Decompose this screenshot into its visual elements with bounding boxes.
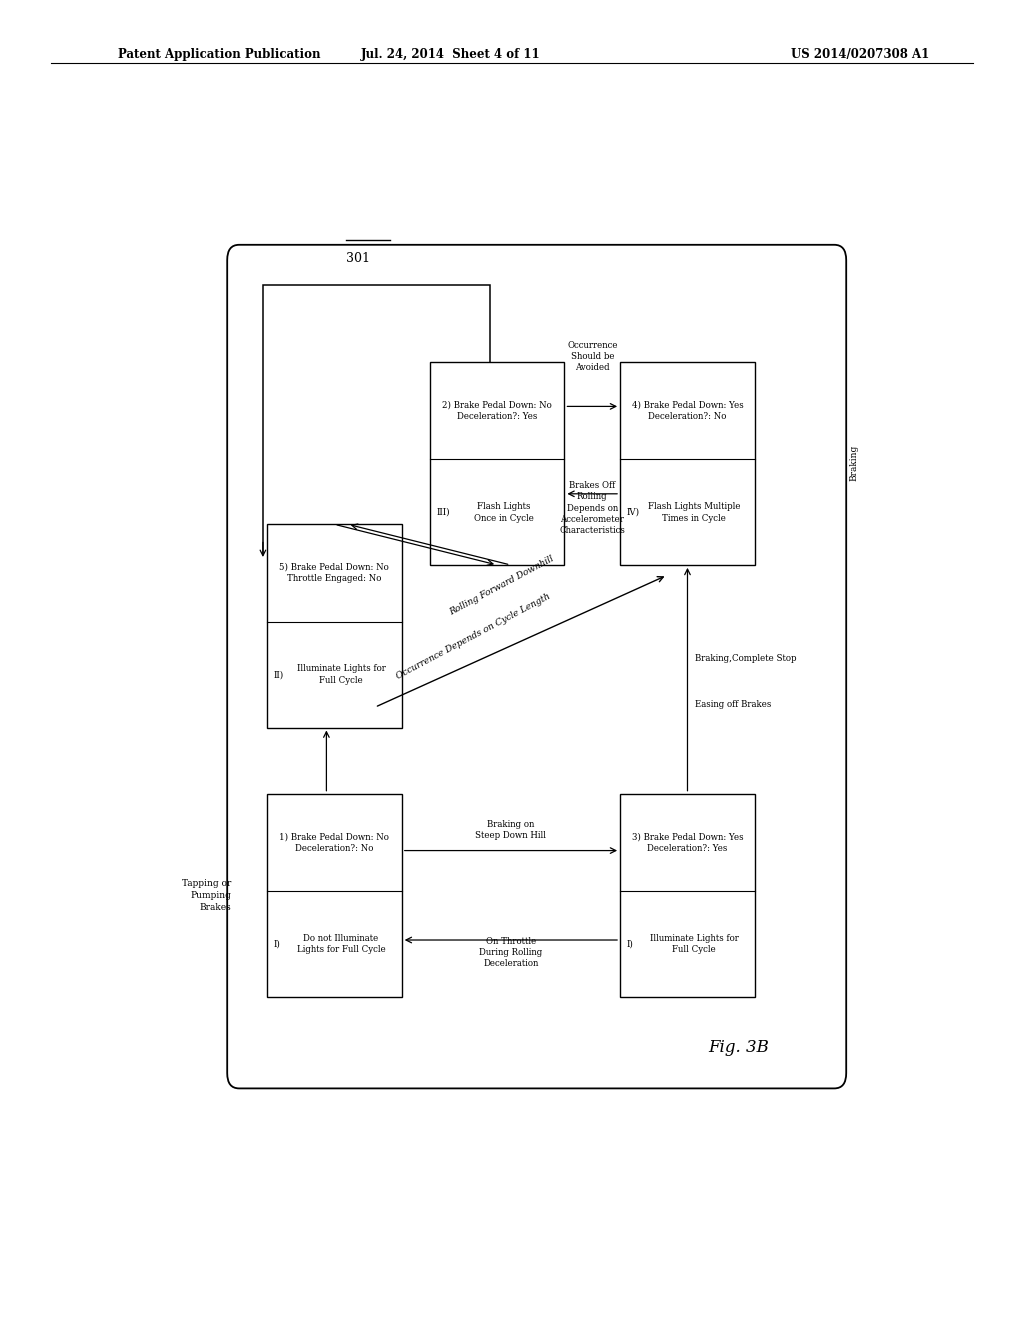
Text: Fig. 3B: Fig. 3B: [709, 1039, 769, 1056]
Text: IV): IV): [627, 508, 640, 516]
Text: Easing off Brakes: Easing off Brakes: [695, 700, 772, 709]
Text: On Throttle
During Rolling
Deceleration: On Throttle During Rolling Deceleration: [479, 937, 543, 968]
Text: Illuminate Lights for
Full Cycle: Illuminate Lights for Full Cycle: [650, 933, 738, 954]
Text: Braking,Complete Stop: Braking,Complete Stop: [695, 655, 797, 664]
Text: US 2014/0207308 A1: US 2014/0207308 A1: [791, 48, 930, 61]
Text: I): I): [627, 940, 634, 949]
Text: Braking: Braking: [850, 445, 859, 482]
Text: Occurrence
Should be
Avoided: Occurrence Should be Avoided: [567, 341, 617, 372]
Text: Jul. 24, 2014  Sheet 4 of 11: Jul. 24, 2014 Sheet 4 of 11: [360, 48, 541, 61]
Bar: [267, 793, 401, 997]
Text: 301: 301: [346, 252, 371, 265]
Text: Do not Illuminate
Lights for Full Cycle: Do not Illuminate Lights for Full Cycle: [297, 933, 385, 954]
Text: Rolling Forward Downhill: Rolling Forward Downhill: [447, 554, 555, 616]
Text: Braking on
Steep Down Hill: Braking on Steep Down Hill: [475, 820, 547, 841]
Text: Occurrence Depends on Cycle Length: Occurrence Depends on Cycle Length: [395, 591, 552, 681]
Text: 5) Brake Pedal Down: No
Throttle Engaged: No: 5) Brake Pedal Down: No Throttle Engaged…: [280, 562, 389, 583]
Text: 4) Brake Pedal Down: Yes
Deceleration?: No: 4) Brake Pedal Down: Yes Deceleration?: …: [632, 400, 743, 421]
Text: Brakes Off
Rolling
Depends on
Accelerometer
Characteristics: Brakes Off Rolling Depends on Accelerome…: [559, 482, 626, 535]
Bar: [620, 362, 755, 565]
Text: II): II): [273, 671, 284, 680]
Text: 1) Brake Pedal Down: No
Deceleration?: No: 1) Brake Pedal Down: No Deceleration?: N…: [280, 832, 389, 853]
Text: III): III): [436, 508, 450, 516]
Text: Tapping or
Pumping
Brakes: Tapping or Pumping Brakes: [182, 879, 231, 912]
Text: Patent Application Publication: Patent Application Publication: [118, 48, 321, 61]
Text: Flash Lights Multiple
Times in Cycle: Flash Lights Multiple Times in Cycle: [648, 502, 740, 523]
Text: Illuminate Lights for
Full Cycle: Illuminate Lights for Full Cycle: [297, 664, 385, 685]
Text: 3) Brake Pedal Down: Yes
Deceleration?: Yes: 3) Brake Pedal Down: Yes Deceleration?: …: [632, 832, 743, 853]
Bar: [430, 362, 564, 565]
Bar: [620, 793, 755, 997]
Bar: [267, 524, 401, 727]
Text: I): I): [273, 940, 281, 949]
Text: 2) Brake Pedal Down: No
Deceleration?: Yes: 2) Brake Pedal Down: No Deceleration?: Y…: [442, 400, 552, 421]
Text: Flash Lights
Once in Cycle: Flash Lights Once in Cycle: [474, 502, 534, 523]
